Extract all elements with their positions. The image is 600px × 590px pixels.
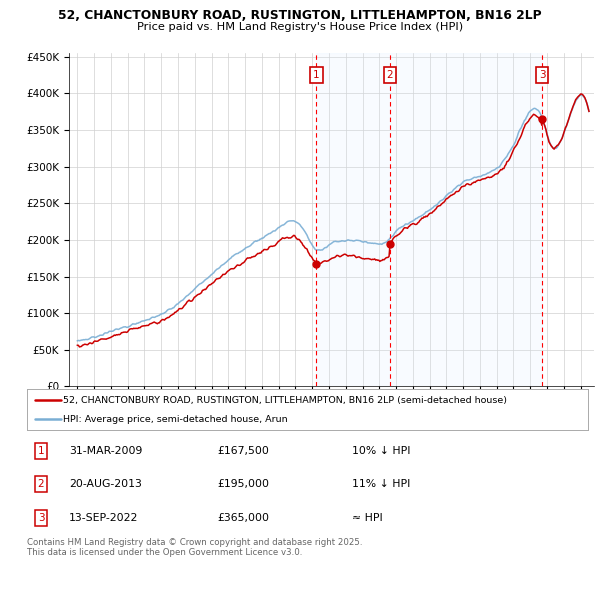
Text: 1: 1 [38,445,44,455]
Text: 10% ↓ HPI: 10% ↓ HPI [352,445,411,455]
Text: £365,000: £365,000 [218,513,270,523]
Text: £195,000: £195,000 [218,479,270,489]
Text: 20-AUG-2013: 20-AUG-2013 [69,479,142,489]
Text: 13-SEP-2022: 13-SEP-2022 [69,513,139,523]
Bar [316,53,542,386]
Text: £167,500: £167,500 [218,445,269,455]
Text: 11% ↓ HPI: 11% ↓ HPI [352,479,411,489]
Text: 2: 2 [38,479,44,489]
Text: 52, CHANCTONBURY ROAD, RUSTINGTON, LITTLEHAMPTON, BN16 2LP: 52, CHANCTONBURY ROAD, RUSTINGTON, LITTL… [58,9,542,22]
Text: 2: 2 [386,70,393,80]
Text: 1: 1 [313,70,320,80]
Text: 31-MAR-2009: 31-MAR-2009 [69,445,142,455]
Text: 3: 3 [539,70,545,80]
Text: ≈ HPI: ≈ HPI [352,513,383,523]
Text: 3: 3 [38,513,44,523]
Text: Contains HM Land Registry data © Crown copyright and database right 2025.
This d: Contains HM Land Registry data © Crown c… [27,538,362,558]
Text: HPI: Average price, semi-detached house, Arun: HPI: Average price, semi-detached house,… [64,415,288,424]
Text: Price paid vs. HM Land Registry's House Price Index (HPI): Price paid vs. HM Land Registry's House … [137,22,463,32]
Text: 52, CHANCTONBURY ROAD, RUSTINGTON, LITTLEHAMPTON, BN16 2LP (semi-detached house): 52, CHANCTONBURY ROAD, RUSTINGTON, LITTL… [64,396,508,405]
